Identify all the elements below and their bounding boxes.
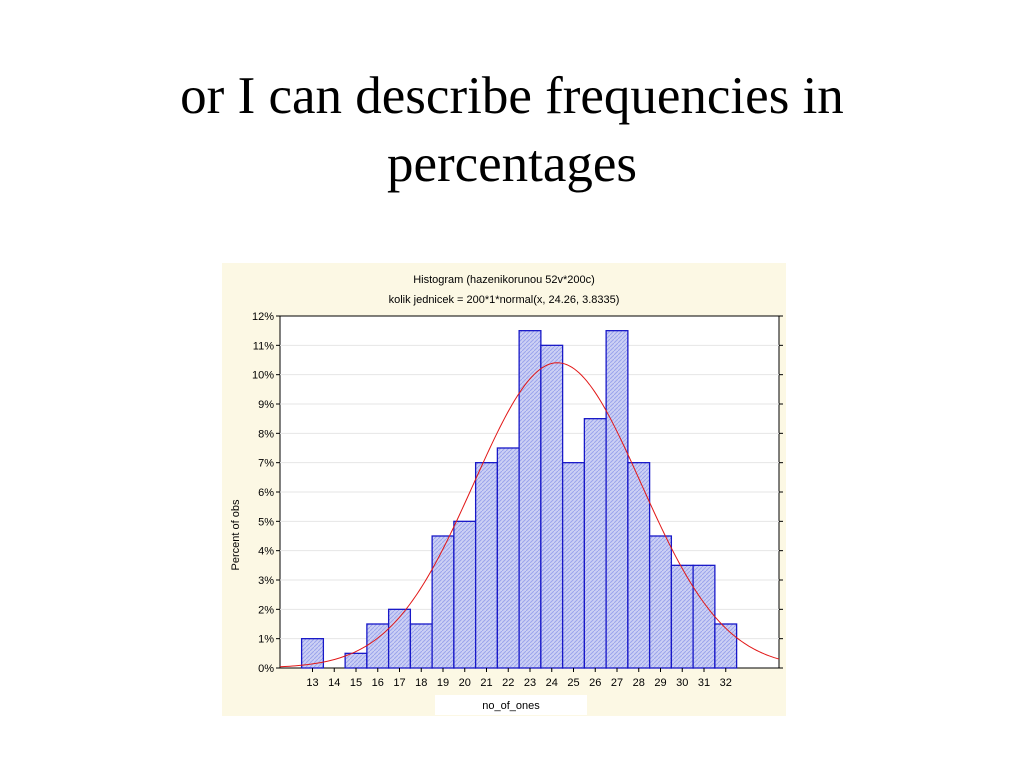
bar-18 <box>409 623 433 669</box>
histogram-panel: Histogram (hazenikorunou 52v*200c) kolik… <box>222 263 786 716</box>
bar-23 <box>518 330 542 669</box>
bar-16 <box>366 623 390 669</box>
x-tick-label: 27 <box>611 677 623 689</box>
bar-21 <box>474 462 499 669</box>
bar-28 <box>627 462 651 669</box>
bar-20 <box>453 520 477 669</box>
bar-26 <box>583 418 607 669</box>
bar-15 <box>344 652 368 669</box>
bar-29 <box>648 535 673 669</box>
y-tick-label: 4% <box>258 546 274 558</box>
x-ticks: 13 14 15 16 17 18 19 20 21 22 23 24 25 26 27 28 29 30 31 32 <box>306 668 732 689</box>
x-tick-label: 24 <box>546 677 558 689</box>
x-tick-label: 30 <box>676 677 688 689</box>
slide-title: or I can describe frequencies in percent… <box>0 62 1024 198</box>
y-axis-label: Percent of obs <box>230 499 242 570</box>
y-tick-label: 11% <box>253 340 274 352</box>
y-tick-label: 2% <box>258 604 274 616</box>
x-axis-label-bg <box>435 695 587 715</box>
chart-title: Histogram (hazenikorunou 52v*200c) <box>413 274 595 286</box>
x-tick-label: 16 <box>372 677 384 689</box>
x-tick-label: 32 <box>720 677 732 689</box>
x-tick-label: 17 <box>393 677 405 689</box>
bar-22 <box>496 447 520 669</box>
x-tick-label: 29 <box>654 677 666 689</box>
bar-32 <box>714 623 738 669</box>
chart-subtitle: kolik jednicek = 200*1*normal(x, 24.26, … <box>389 294 620 306</box>
y-tick-label: 10% <box>252 370 274 382</box>
x-tick-label: 15 <box>350 677 362 689</box>
y-tick-label: 6% <box>258 487 274 499</box>
slide-title-line1: or I can describe frequencies in <box>180 67 844 125</box>
y-tick-label: 7% <box>258 458 274 470</box>
y-tick-label: 5% <box>258 516 274 528</box>
x-tick-label: 23 <box>524 677 536 689</box>
x-tick-label: 26 <box>589 677 601 689</box>
slide-title-line2: percentages <box>386 135 638 193</box>
histogram-chart: Histogram (hazenikorunou 52v*200c) kolik… <box>230 274 783 715</box>
y-tick-label: 12% <box>252 311 274 323</box>
y-ticks: 0% 1% 2% 3% 4% 5% 6% 7% 8% 9% 10% 11% 12% <box>252 311 783 675</box>
x-tick-label: 14 <box>328 677 340 689</box>
x-tick-label: 28 <box>633 677 645 689</box>
bar-19 <box>431 535 455 669</box>
y-tick-label: 9% <box>258 399 274 411</box>
x-tick-label: 21 <box>480 677 492 689</box>
x-tick-label: 31 <box>698 677 710 689</box>
bar-27 <box>605 330 629 669</box>
x-tick-label: 19 <box>437 677 449 689</box>
y-tick-label: 0% <box>258 663 274 675</box>
y-tick-label: 1% <box>258 634 274 646</box>
x-tick-label: 22 <box>502 677 514 689</box>
y-tick-label: 8% <box>258 428 274 440</box>
bar-31 <box>692 564 716 669</box>
x-tick-label: 25 <box>567 677 579 689</box>
x-axis-label: no_of_ones <box>482 700 540 712</box>
bar-24 <box>540 344 564 669</box>
x-tick-label: 18 <box>415 677 427 689</box>
bar-17 <box>387 608 412 669</box>
x-tick-label: 20 <box>459 677 471 689</box>
bar-25 <box>561 462 586 669</box>
normal-fit-curve <box>279 362 780 668</box>
y-tick-label: 3% <box>258 575 274 587</box>
x-tick-label: 13 <box>306 677 318 689</box>
